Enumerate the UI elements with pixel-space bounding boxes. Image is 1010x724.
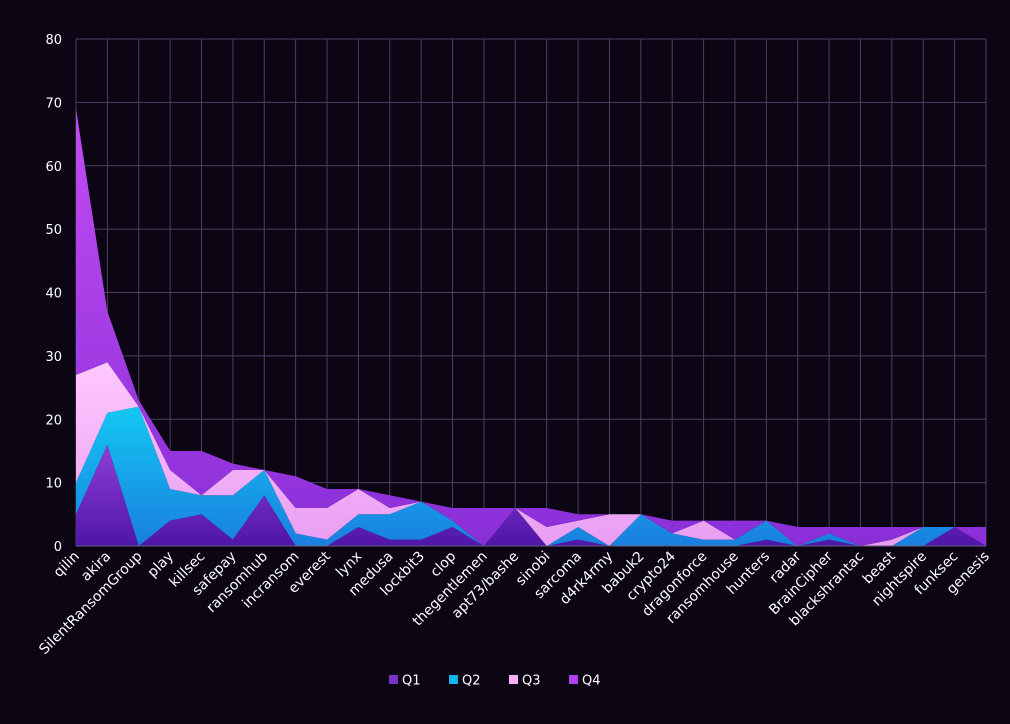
legend-swatch bbox=[569, 675, 578, 684]
legend-item-q3: Q3 bbox=[509, 674, 541, 689]
legend-label: Q4 bbox=[582, 674, 601, 689]
y-tick-label: 40 bbox=[45, 287, 62, 302]
legend-item-q4: Q4 bbox=[569, 674, 601, 689]
y-tick-label: 30 bbox=[45, 350, 62, 365]
legend: Q1 Q2 Q3 Q4 bbox=[389, 674, 601, 689]
y-tick-label: 80 bbox=[45, 33, 62, 48]
legend-swatch bbox=[389, 675, 398, 684]
areas bbox=[76, 108, 986, 547]
area-series-q2 bbox=[76, 406, 986, 546]
y-tick-label: 10 bbox=[45, 477, 62, 492]
y-tick-label: 70 bbox=[45, 96, 62, 111]
axes: 01020304050607080qilinakiraSilentRansomG… bbox=[36, 33, 993, 658]
legend-label: Q1 bbox=[402, 674, 421, 689]
y-tick-label: 20 bbox=[45, 413, 62, 428]
y-tick-label: 60 bbox=[45, 160, 62, 175]
legend-swatch bbox=[509, 675, 518, 684]
legend-label: Q3 bbox=[522, 674, 541, 689]
legend-label: Q2 bbox=[462, 674, 481, 689]
area-series-q4 bbox=[76, 108, 986, 547]
legend-item-q2: Q2 bbox=[449, 674, 481, 689]
legend-item-q1: Q1 bbox=[389, 674, 421, 689]
legend-swatch bbox=[449, 675, 458, 684]
y-tick-label: 0 bbox=[54, 540, 62, 555]
y-tick-label: 50 bbox=[45, 223, 62, 238]
area-series-q1 bbox=[76, 444, 986, 546]
